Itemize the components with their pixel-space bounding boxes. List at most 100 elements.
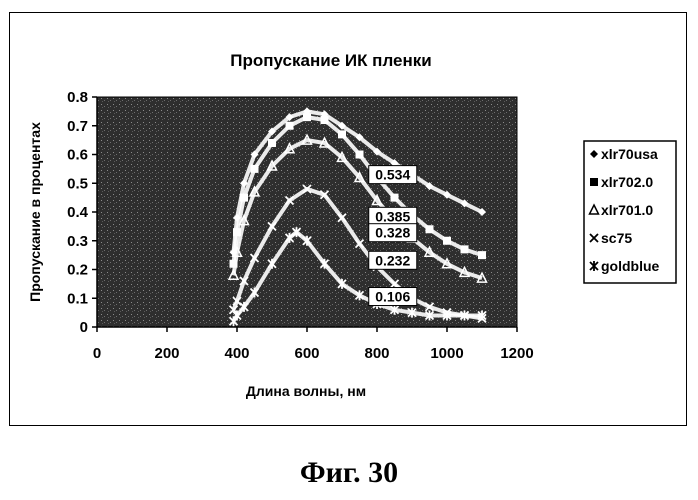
y-tick-label: 0.4 [67,204,89,221]
legend-item-xlr70usa: xlr70usa [590,146,658,162]
data-point [353,170,366,183]
callout-label: 0.534 [375,167,410,183]
x-tick-label: 1200 [500,345,533,362]
y-tick-label: 0.6 [67,147,88,164]
data-point [407,307,417,318]
data-point [458,265,471,278]
y-tick-labels: 0 0.1 0.2 0.3 0.4 0.5 0.6 0.7 0.8 [67,89,89,336]
legend-label: goldblue [601,258,660,274]
chart-frame: Пропускание ИК пленки 0.534 0.385 0.328 0.2… [9,12,687,426]
data-point [231,245,243,257]
x-tick-label: 200 [154,345,179,362]
legend-label: sc75 [601,230,632,246]
value-callout: 0.385 [368,206,418,226]
series-line-xlr701.0 [231,138,483,281]
callout-label: 0.106 [375,289,410,305]
data-point [336,150,348,163]
data-point [267,221,277,232]
data-point [268,139,276,147]
data-point [338,121,346,130]
data-point [250,150,259,159]
data-point [232,310,242,321]
series-xlr701.0 [227,133,488,283]
data-point [477,310,487,321]
value-callout: 0.328 [368,223,418,243]
data-point [424,302,435,312]
data-point [459,310,470,321]
y-tick-label: 0.3 [67,233,88,250]
value-callout: 0.106 [368,287,418,307]
x-tick-label: 400 [224,345,249,362]
x-tick-label: 600 [294,345,319,362]
data-point [285,121,294,130]
data-point [268,127,276,136]
y-axis-title: Пропускание в процентах [27,122,43,302]
data-point [291,227,302,238]
callout-box [368,165,418,185]
data-point [371,193,383,206]
data-point [302,184,312,194]
data-point [443,190,451,199]
data-point [424,310,435,321]
legend-label: xlr702.0 [601,174,653,190]
callout-label: 0.232 [375,252,410,268]
data-point [460,199,469,208]
legend-box [583,140,677,284]
legend-marker [590,178,598,186]
data-point [423,245,436,257]
data-point [460,245,469,254]
data-point [354,290,365,301]
legend: xlr70usa xlr702.0 xlr701.0 sc75 goldblue [588,146,660,274]
data-point [249,287,260,298]
y-tick-label: 0.8 [67,89,88,106]
data-point [267,258,277,269]
data-point [390,193,399,202]
callout-label: 0.385 [375,208,410,224]
legend-marker [589,261,599,271]
data-point [319,258,330,269]
data-point [337,213,347,223]
y-tick-label: 0.7 [67,118,88,135]
callout-box [368,287,418,307]
data-point [319,190,330,200]
legend-item-xlr701.0: xlr701.0 [588,202,653,218]
data-point [248,185,261,197]
x-tick-label: 0 [93,345,101,362]
data-point [354,238,365,249]
legend-marker [590,150,598,158]
data-point [238,213,250,226]
x-tick-label: 800 [364,345,389,362]
data-point [250,164,259,173]
data-point [233,228,241,237]
data-point [266,159,278,171]
data-point [355,133,364,142]
value-callout: 0.534 [368,165,418,185]
x-tick-labels: 0 200 400 600 800 1000 1200 [93,345,534,362]
x-axis-title: Длина волны, нм [246,383,366,399]
legend-item-goldblue: goldblue [589,258,660,274]
data-point [285,113,294,122]
data-point [249,253,260,263]
data-point [303,113,311,122]
data-point [302,235,312,246]
data-point [355,150,364,159]
y-tick-label: 0.5 [67,175,88,192]
legend-marker [589,233,599,243]
y-tick-label: 0 [80,319,88,336]
data-point [478,251,486,260]
data-point [240,193,248,202]
plot-area [96,96,518,328]
data-point [425,182,434,191]
data-point [337,278,347,289]
figure-caption: Фиг. 30 [299,456,399,489]
axes [92,96,518,332]
data-point [442,310,452,321]
data-point [425,225,434,234]
data-point [389,304,400,315]
data-point [320,116,329,124]
data-point [318,136,331,148]
x-tick-label: 1000 [430,345,463,362]
data-point [301,133,313,145]
data-point [283,142,296,154]
